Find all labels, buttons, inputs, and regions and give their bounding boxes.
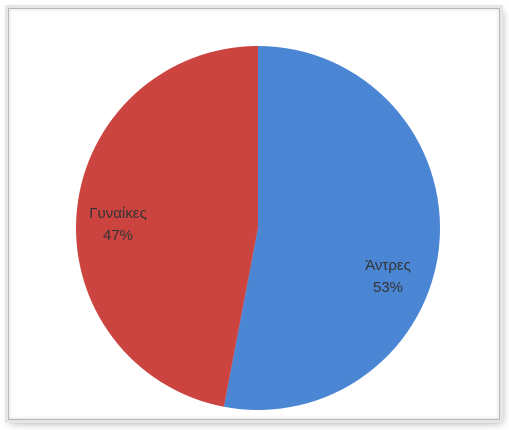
slice-category-label: Άντρες — [365, 257, 411, 274]
slice-category-label: Γυναίκες — [89, 205, 146, 222]
slice-value-label: 47% — [103, 227, 133, 244]
slice-value-label: 53% — [373, 279, 403, 296]
